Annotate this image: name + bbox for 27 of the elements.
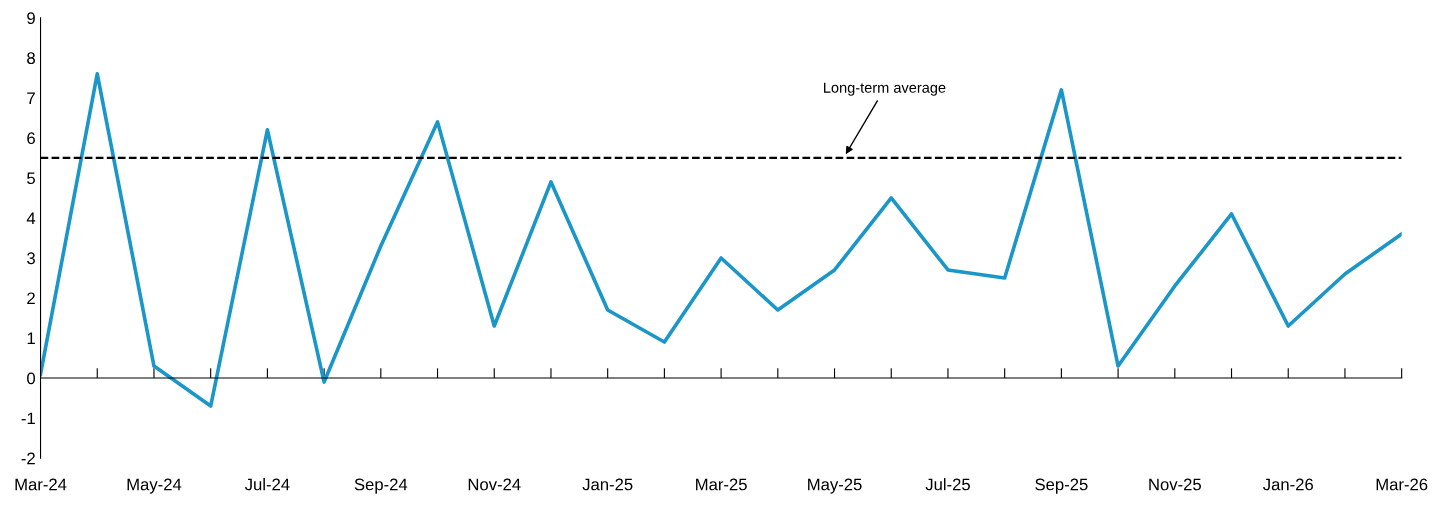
x-tick-label: Sep-24 xyxy=(354,478,408,494)
x-tick-label: Jul-25 xyxy=(925,478,970,491)
y-tick-label: 0 xyxy=(27,372,36,385)
annotation: Long-term average xyxy=(824,82,946,96)
x-tick-label: May-24 xyxy=(127,478,182,494)
y-tick-label: 3 xyxy=(27,252,35,265)
x-tick-label: Mar-26 xyxy=(1376,478,1428,491)
x-tick-label: Jan-25 xyxy=(582,478,633,491)
y-tick-label: 6 xyxy=(27,132,35,145)
y-tick-label: 7 xyxy=(27,92,35,104)
y-tick-label: 5 xyxy=(27,172,35,185)
x-tick-label: May-25 xyxy=(808,478,862,494)
y-tick-label: 8 xyxy=(27,52,35,65)
y-tick-label: 2 xyxy=(27,292,35,305)
x-tick-label: Nov-25 xyxy=(1149,478,1201,491)
x-tick-label: Jan-26 xyxy=(1263,478,1313,491)
y-tick-label: 9 xyxy=(27,12,35,25)
line-series xyxy=(40,72,1402,408)
y-tick-label: -1 xyxy=(21,412,35,425)
x-tick-label: Sep-25 xyxy=(1035,478,1088,494)
x-tick-label: Mar-25 xyxy=(696,478,747,491)
x-tick-label: Mar-24 xyxy=(15,478,67,491)
y-tick-label: 4 xyxy=(26,212,36,224)
y-tick-label: 1 xyxy=(27,332,35,345)
x-tick-label: Jul-24 xyxy=(244,478,290,491)
x-tick-label: Nov-24 xyxy=(468,478,521,491)
y-tick-label: -2 xyxy=(21,452,35,465)
